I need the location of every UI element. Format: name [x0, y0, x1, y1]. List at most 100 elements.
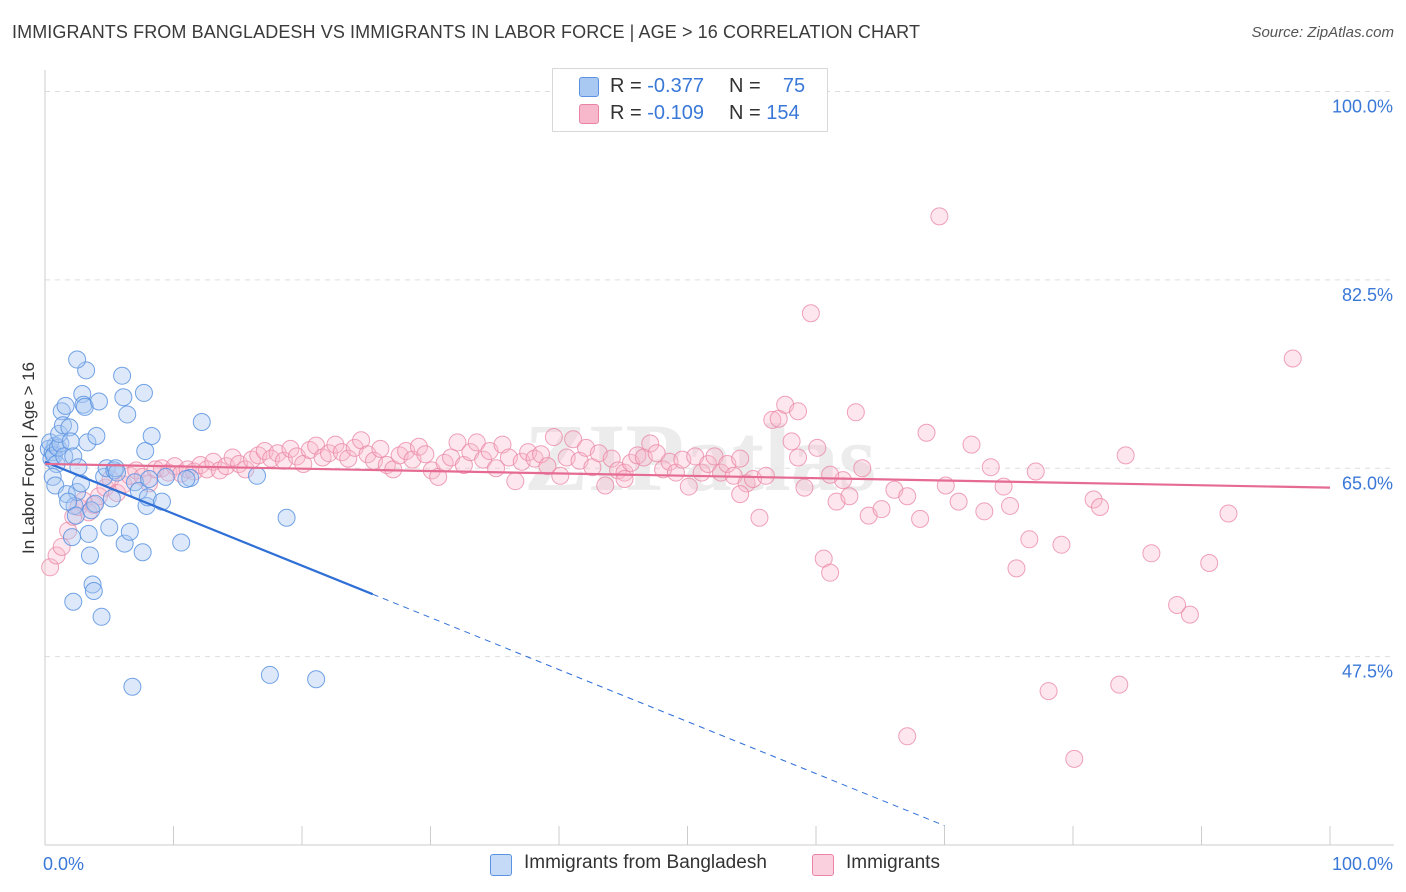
immigrants-point	[551, 466, 570, 485]
immigrants-point	[731, 485, 750, 504]
immigrants-point	[448, 433, 467, 452]
bangladesh-point	[114, 388, 133, 407]
immigrants-point	[544, 428, 563, 447]
legend-label-immigrants: Immigrants	[846, 852, 940, 873]
immigrants-point	[1180, 605, 1199, 624]
bangladesh-point	[86, 494, 105, 513]
source-label: Source: ZipAtlas.com	[1251, 24, 1394, 41]
immigrants-point	[615, 463, 634, 482]
immigrants-point	[1116, 446, 1135, 465]
immigrants-point	[41, 558, 60, 577]
bangladesh-point	[53, 416, 72, 435]
bangladesh-point	[66, 506, 85, 525]
immigrants-point	[1283, 349, 1302, 368]
immigrants-point	[789, 402, 808, 421]
bangladesh-point	[79, 524, 98, 543]
immigrants-point	[1026, 462, 1045, 481]
bangladesh-point	[133, 543, 152, 562]
immigrants-point	[1200, 553, 1219, 572]
bangladesh-point	[248, 466, 267, 485]
bangladesh-point	[78, 433, 97, 452]
r-label: R =	[610, 75, 642, 97]
immigrants-point	[763, 410, 782, 429]
axis-layer	[44, 70, 1394, 846]
immigrants-point	[538, 457, 557, 476]
n-value: 154	[766, 102, 800, 124]
immigrants-point	[756, 466, 775, 485]
immigrants-point	[1001, 496, 1020, 515]
immigrants-point	[416, 445, 435, 464]
bangladesh-point	[68, 482, 87, 501]
immigrants-point	[789, 448, 808, 467]
immigrants-point	[602, 449, 621, 468]
immigrants-point	[371, 439, 390, 458]
immigrants-point	[898, 487, 917, 506]
bangladesh-point	[142, 426, 161, 445]
immigrants-point	[795, 478, 814, 497]
bangladesh-point	[80, 546, 99, 565]
x-tick-label: 0.0%	[43, 854, 84, 874]
bangladesh-point	[172, 533, 191, 552]
bangladesh-point	[62, 528, 81, 547]
immigrants-point	[821, 563, 840, 582]
bangladesh-point	[277, 508, 296, 527]
immigrants-point	[641, 434, 660, 453]
bangladesh-point	[192, 412, 211, 431]
n-label: N =	[729, 102, 761, 124]
bangladesh-point	[177, 470, 196, 489]
immigrants-point	[821, 465, 840, 484]
immigrants-point	[281, 439, 300, 458]
immigrants-point	[1065, 749, 1084, 768]
immigrants-point	[1020, 530, 1039, 549]
trend-lines	[44, 460, 1331, 827]
bangladesh-point	[123, 677, 142, 696]
bangladesh-point	[84, 581, 103, 600]
immigrants-trend-line	[44, 462, 1331, 489]
bangladesh-point	[115, 534, 134, 553]
r-value: -0.109	[647, 102, 704, 124]
immigrants-point	[223, 448, 242, 467]
bangladesh-point	[260, 665, 279, 684]
bangladesh-trend-extension	[372, 593, 945, 827]
bangladesh-point	[107, 463, 126, 482]
bangladesh-point	[89, 392, 108, 411]
bangladesh-point	[56, 396, 75, 415]
immigrants-point	[1084, 490, 1103, 509]
immigrants-point	[981, 458, 1000, 477]
bangladesh-point	[87, 426, 106, 445]
immigrants-point	[1142, 544, 1161, 563]
immigrants-point	[326, 435, 345, 454]
legend-label-bangladesh: Immigrants from Bangladesh	[524, 852, 767, 873]
immigrants-point	[853, 459, 872, 478]
immigrants-point	[647, 444, 666, 463]
bangladesh-points	[39, 350, 326, 696]
immigrants-point	[782, 432, 801, 451]
tick-labels: 47.5% 65.0% 82.5% 100.0% 0.0% 100.0% In Labor …	[19, 97, 1393, 874]
immigrants-point	[1039, 682, 1058, 701]
bangladesh-point	[59, 492, 78, 511]
immigrants-point	[1168, 595, 1187, 614]
immigrants-point	[801, 304, 820, 323]
immigrants-point	[615, 470, 634, 489]
bangladesh-point	[64, 592, 83, 611]
immigrants-point	[506, 472, 525, 491]
bangladesh-point	[156, 467, 175, 486]
immigrants-point	[532, 445, 551, 464]
immigrants-point	[917, 423, 936, 442]
immigrants-point	[236, 460, 255, 479]
watermark: ZIPatlas	[524, 404, 876, 511]
r-value: -0.377	[647, 75, 704, 97]
immigrants-point	[840, 487, 859, 506]
immigrants-point	[750, 508, 769, 527]
immigrants-point	[679, 477, 698, 496]
immigrants-point	[339, 449, 358, 468]
r-label: R =	[610, 102, 642, 124]
immigrants-point	[930, 207, 949, 226]
immigrants-point	[962, 435, 981, 454]
immigrants-point	[898, 727, 917, 746]
chart-title: IMMIGRANTS FROM BANGLADESH VS IMMIGRANTS…	[12, 22, 921, 42]
bangladesh-trend-line	[44, 460, 374, 596]
immigrants-point	[949, 492, 968, 511]
bangladesh-point	[61, 432, 80, 451]
